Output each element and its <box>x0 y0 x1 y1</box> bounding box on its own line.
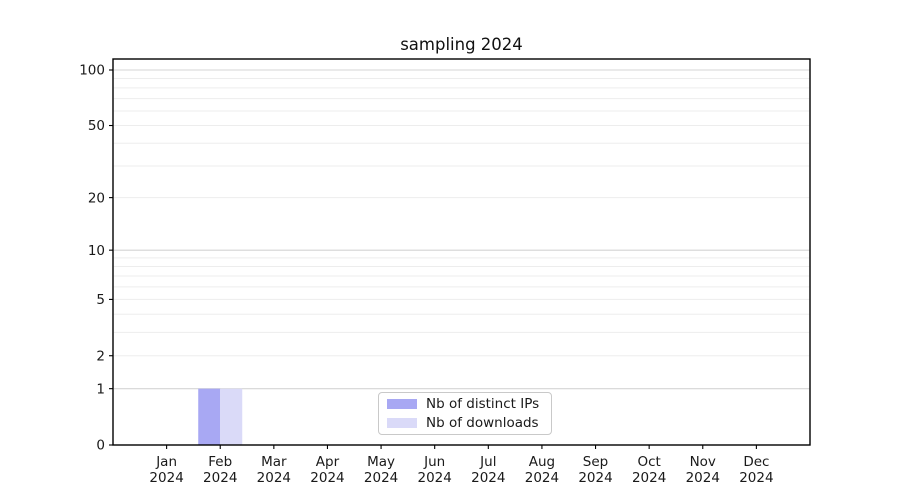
x-tick-label-month-jul-2024: Jul <box>479 454 496 470</box>
x-tick-label-year-jun-2024: 2024 <box>418 470 452 486</box>
x-tick-label-year-jan-2024: 2024 <box>149 470 183 486</box>
x-tick-label-month-apr-2024: Apr <box>316 454 340 470</box>
x-tick-label-year-dec-2024: 2024 <box>739 470 773 486</box>
x-tick-label-month-mar-2024: Mar <box>261 454 287 470</box>
x-tick-label-year-sep-2024: 2024 <box>578 470 612 486</box>
legend-label-downloads: Nb of downloads <box>426 415 539 431</box>
x-tick-label-year-mar-2024: 2024 <box>257 470 291 486</box>
x-tick-label-month-jan-2024: Jan <box>155 454 177 470</box>
x-tick-label-month-sep-2024: Sep <box>583 454 608 470</box>
x-tick-label-month-may-2024: May <box>367 454 395 470</box>
x-tick-label-month-dec-2024: Dec <box>743 454 769 470</box>
legend: Nb of distinct IPs Nb of downloads <box>378 392 552 435</box>
bar-nb-of-downloads-feb-2024 <box>220 388 243 445</box>
legend-entry-downloads: Nb of downloads <box>387 415 543 431</box>
legend-swatch-distinct-ips-icon <box>387 399 417 409</box>
y-tick-label-1: 1 <box>96 381 105 397</box>
y-tick-label-10: 10 <box>88 243 105 259</box>
y-tick-label-50: 50 <box>88 118 105 134</box>
y-tick-label-100: 100 <box>79 63 105 79</box>
x-tick-label-year-apr-2024: 2024 <box>310 470 344 486</box>
bar-nb-of-distinct-ips-feb-2024 <box>198 388 221 445</box>
x-tick-label-month-aug-2024: Aug <box>529 454 555 470</box>
x-tick-label-year-jul-2024: 2024 <box>471 470 505 486</box>
x-tick-label-year-oct-2024: 2024 <box>632 470 666 486</box>
x-tick-label-year-nov-2024: 2024 <box>686 470 720 486</box>
plot-border <box>112 58 811 446</box>
y-tick-label-0: 0 <box>96 438 105 454</box>
x-tick-label-month-nov-2024: Nov <box>690 454 716 470</box>
y-tick-label-20: 20 <box>88 190 105 206</box>
legend-entry-distinct-ips: Nb of distinct IPs <box>387 396 543 412</box>
chart-title: sampling 2024 <box>400 35 523 54</box>
x-tick-label-month-jun-2024: Jun <box>423 454 445 470</box>
x-tick-label-year-feb-2024: 2024 <box>203 470 237 486</box>
x-tick-label-year-aug-2024: 2024 <box>525 470 559 486</box>
x-tick-label-year-may-2024: 2024 <box>364 470 398 486</box>
y-tick-label-5: 5 <box>96 292 105 308</box>
y-tick-label-2: 2 <box>96 348 105 364</box>
legend-swatch-downloads-icon <box>387 418 417 428</box>
x-tick-label-month-oct-2024: Oct <box>637 454 660 470</box>
legend-label-distinct-ips: Nb of distinct IPs <box>426 396 540 412</box>
x-tick-label-month-feb-2024: Feb <box>208 454 232 470</box>
plot-background <box>113 59 810 445</box>
